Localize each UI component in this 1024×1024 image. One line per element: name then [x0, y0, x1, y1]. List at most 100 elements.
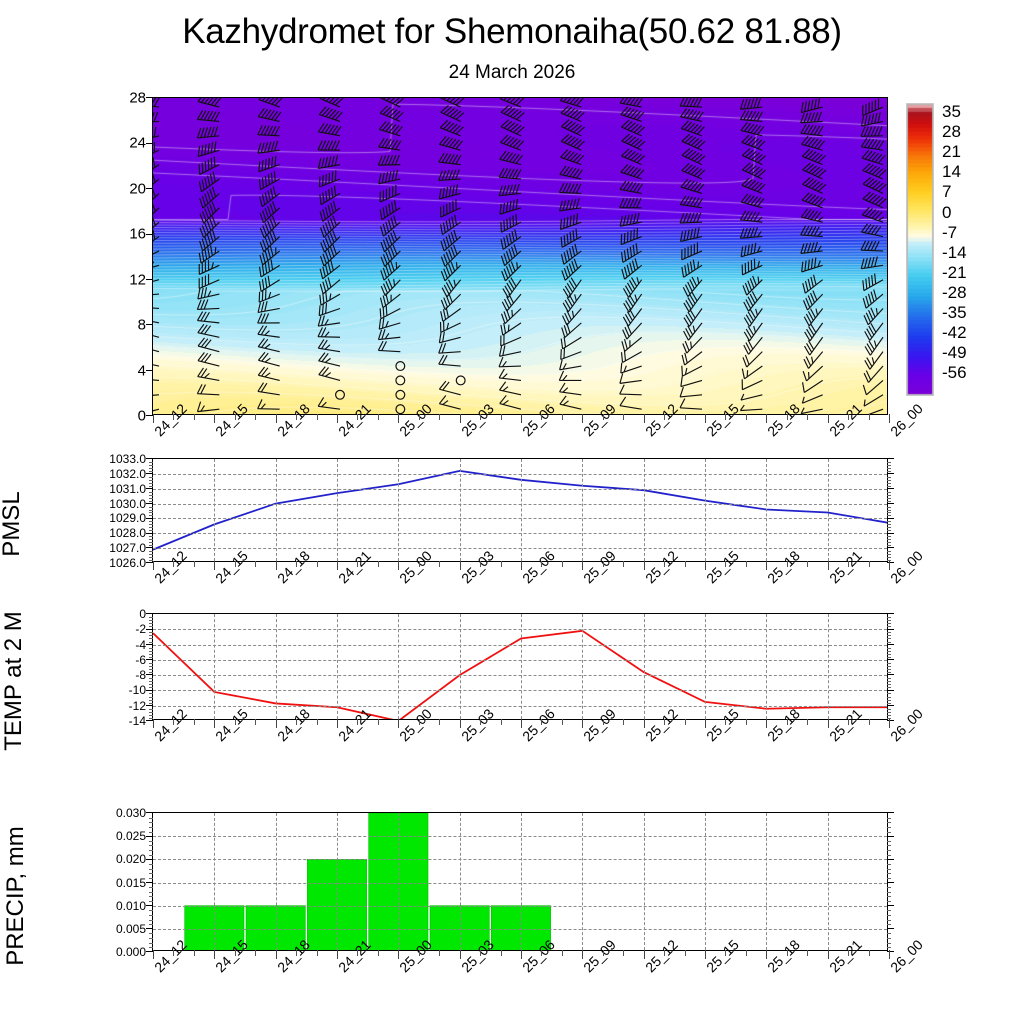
- grid-line-vertical: [275, 813, 277, 950]
- wind-barb: [740, 193, 765, 209]
- wind-barb: [741, 177, 766, 194]
- x-tick: [582, 950, 584, 959]
- y-minor-tick: [149, 539, 153, 541]
- x-tick: [643, 414, 645, 423]
- wind-barb: [800, 208, 824, 223]
- wind-barb: [681, 259, 703, 278]
- grid-line-vertical: [521, 813, 522, 950]
- y-tick: [146, 643, 153, 645]
- x-minor-tick: [602, 561, 604, 567]
- x-minor-tick: [664, 719, 666, 725]
- y-minor-tick: [149, 470, 153, 472]
- y-tick-right: [887, 458, 894, 460]
- y-axis-label: 0.010: [115, 898, 146, 913]
- x-minor-tick: [480, 414, 482, 420]
- y-minor-tick: [149, 524, 153, 526]
- wind-barb: [860, 240, 884, 252]
- wind-barb: [860, 112, 884, 127]
- y-minor-tick-right: [887, 653, 891, 655]
- wind-barb: [682, 276, 703, 297]
- x-minor-tick: [357, 719, 359, 725]
- y-tick: [146, 547, 153, 549]
- y-minor-tick-right: [887, 854, 891, 856]
- y-axis-label: -10: [128, 683, 146, 698]
- y-minor-tick: [149, 863, 153, 865]
- wind-barb: [864, 322, 884, 341]
- wind-barb: [153, 111, 160, 123]
- wind-barb: [153, 157, 160, 170]
- wind-barb: [743, 336, 763, 355]
- wind-barb: [153, 321, 160, 324]
- x-minor-tick: [316, 950, 318, 956]
- colorbar: 35 28 21 14 7 0 -7 -14 -21 -28 -35 -42 -49 -56: [906, 102, 967, 396]
- x-minor-tick: [377, 950, 379, 956]
- y-axis-label: 16: [129, 225, 146, 243]
- y-minor-tick-right: [887, 560, 891, 562]
- wind-barb: [683, 291, 703, 313]
- x-tick: [521, 950, 522, 959]
- wind-barb: [319, 215, 341, 238]
- y-minor-tick: [149, 854, 153, 856]
- x-tick: [398, 719, 400, 728]
- y-minor-tick: [149, 461, 153, 463]
- wind-barb: [500, 214, 522, 233]
- x-minor-tick: [684, 414, 686, 420]
- y-minor-tick: [149, 662, 153, 664]
- wind-barb: [257, 313, 280, 324]
- y-minor-tick-right: [887, 500, 891, 502]
- wind-barb: [257, 140, 280, 154]
- wind-barb: [621, 133, 646, 151]
- x-minor-tick: [500, 950, 502, 956]
- wind-barb: [380, 278, 401, 297]
- x-minor-tick: [418, 950, 420, 956]
- wind-barb: [257, 351, 280, 367]
- wind-barb: [378, 317, 401, 330]
- y-minor-tick: [149, 467, 153, 469]
- wind-barb: [439, 320, 461, 333]
- y-minor-tick: [149, 500, 153, 502]
- wind-barb: [861, 149, 886, 166]
- x-tick: [275, 950, 277, 959]
- wind-barb: [198, 245, 220, 264]
- colorbar-label: 7: [942, 182, 952, 202]
- y-minor-tick-right: [887, 542, 891, 544]
- y-minor-tick: [149, 638, 153, 640]
- temp-axis-title: TEMP at 2 M: [0, 611, 27, 751]
- y-tick: [146, 369, 153, 371]
- wind-barb: [803, 308, 824, 327]
- wind-barb: [559, 98, 584, 108]
- x-minor-tick: [418, 414, 420, 420]
- wind-barb: [197, 287, 220, 300]
- y-minor-tick-right: [887, 696, 891, 698]
- grid-line-horizontal: [153, 675, 887, 677]
- y-minor-tick-right: [887, 826, 891, 828]
- y-minor-tick-right: [887, 506, 891, 508]
- wind-barb: [560, 149, 585, 166]
- y-minor-tick-right: [887, 530, 891, 532]
- wind-barb: [800, 98, 823, 114]
- grid-line-vertical: [214, 813, 216, 950]
- grid-line-horizontal: [153, 690, 887, 692]
- y-minor-tick: [149, 626, 153, 628]
- x-axis-label: 26_00: [887, 400, 926, 440]
- x-minor-tick: [316, 561, 318, 567]
- y-minor-tick: [149, 714, 153, 716]
- wind-barb: [802, 379, 823, 393]
- y-minor-tick: [149, 681, 153, 683]
- wind-barb: [559, 198, 582, 212]
- y-minor-tick: [149, 850, 153, 852]
- y-minor-tick: [149, 632, 153, 634]
- wind-barb: [319, 291, 341, 306]
- wind-barb: [800, 111, 823, 124]
- wind-barb: [196, 401, 220, 413]
- y-minor-tick: [149, 521, 153, 523]
- y-minor-tick-right: [887, 494, 891, 496]
- y-minor-tick-right: [887, 467, 891, 469]
- y-tick: [146, 458, 153, 460]
- y-minor-tick-right: [887, 632, 891, 634]
- x-minor-tick: [193, 414, 195, 420]
- wind-barb: [500, 334, 522, 347]
- x-tick: [398, 950, 400, 959]
- y-minor-tick: [149, 877, 153, 879]
- wind-barb: [438, 184, 461, 200]
